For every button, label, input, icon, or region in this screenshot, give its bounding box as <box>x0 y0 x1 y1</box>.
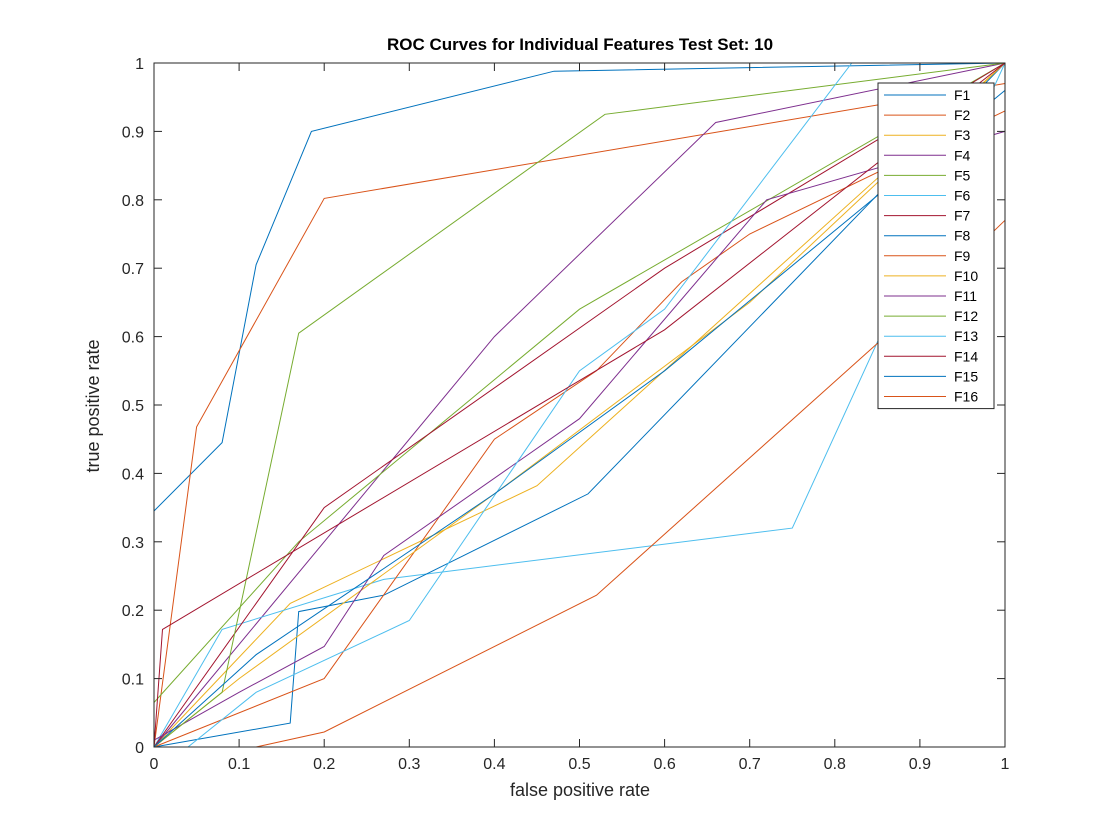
y-tick-label: 0 <box>135 740 144 757</box>
y-tick-label: 0.9 <box>122 124 144 141</box>
x-tick-label: 0.2 <box>313 756 335 773</box>
legend-label-f1: F1 <box>954 87 971 103</box>
plot-area <box>154 63 1005 747</box>
x-axis-label: false positive rate <box>510 780 650 800</box>
series-line-f6 <box>153 62 1006 748</box>
y-tick-label: 0.5 <box>122 398 144 415</box>
legend-label-f13: F13 <box>954 328 978 344</box>
series-line-f15 <box>153 90 1006 748</box>
chart-title: ROC Curves for Individual Features Test … <box>387 35 773 54</box>
x-tick-label: 0.3 <box>398 756 420 773</box>
legend-label-f10: F10 <box>954 268 978 284</box>
x-tick-label: 0.5 <box>568 756 590 773</box>
x-tick-label: 0.9 <box>909 756 931 773</box>
ticks-layer: 0 0.1 0.2 0.3 0.4 0.5 0.6 0.7 0.8 0.9 1 0 0.1 0.2 0.3 0… <box>122 56 1010 773</box>
series-line-f14 <box>153 62 1006 748</box>
series-line-f2 <box>153 83 1006 748</box>
series-line-f12 <box>153 62 1006 748</box>
series-line-f4 <box>153 62 1006 748</box>
y-tick-label: 0.1 <box>122 672 144 689</box>
y-tick-label: 0.7 <box>122 261 144 278</box>
legend-label-f6: F6 <box>954 188 971 204</box>
x-tick-label: 0.7 <box>739 756 761 773</box>
legend-label-f12: F12 <box>954 308 978 324</box>
y-tick-label: 0.8 <box>122 193 144 210</box>
legend-label-f16: F16 <box>954 389 978 405</box>
x-tick-label: 0.1 <box>228 756 250 773</box>
legend-label-f8: F8 <box>954 228 971 244</box>
series-line-f7 <box>153 62 1006 748</box>
legend-label-f5: F5 <box>954 167 971 183</box>
x-tick-label: 0 <box>150 756 159 773</box>
x-tick-label: 0.4 <box>483 756 505 773</box>
series-line-f8 <box>153 62 1006 748</box>
legend-label-f3: F3 <box>954 127 971 143</box>
series-line-f3 <box>153 62 1006 748</box>
x-tick-label: 0.8 <box>824 756 846 773</box>
y-tick-label: 0.4 <box>122 466 144 483</box>
legend-label-f4: F4 <box>954 147 971 163</box>
y-tick-label: 0.3 <box>122 535 144 552</box>
y-tick-label: 0.2 <box>122 603 144 620</box>
x-tick-label: 0.6 <box>653 756 675 773</box>
legend-label-f9: F9 <box>954 248 971 264</box>
y-axis-label: true positive rate <box>83 339 103 472</box>
x-tick-label: 1 <box>1001 756 1010 773</box>
legend-label-f11: F11 <box>954 288 977 304</box>
y-tick-label: 1 <box>135 56 144 73</box>
series-line-f5 <box>153 62 1006 703</box>
y-tick-label: 0.6 <box>122 330 144 347</box>
legend-box <box>877 82 995 410</box>
legend-label-f7: F7 <box>954 208 971 224</box>
series-line-f11 <box>153 130 1006 741</box>
legend-label-f2: F2 <box>954 107 971 123</box>
legend-label-f15: F15 <box>954 368 978 384</box>
legend: F1 F2 F3 F4 F5 F6 F7 F8 F9 F10 F11 F12 F13 F14 F15 F16 <box>877 82 995 410</box>
legend-label-f14: F14 <box>954 348 978 364</box>
